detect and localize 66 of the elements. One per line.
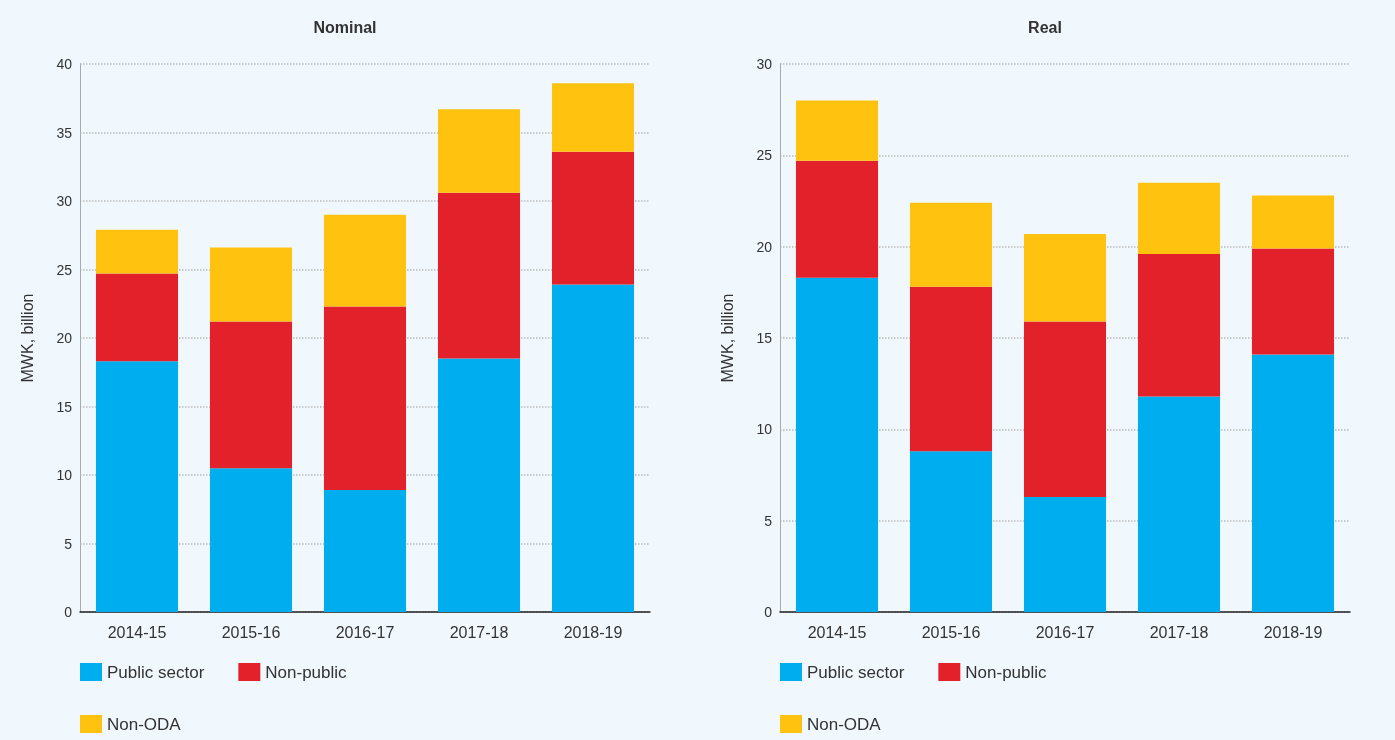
bar bbox=[795, 277, 879, 612]
x-tick-label: 2014-15 bbox=[107, 623, 167, 641]
bar bbox=[437, 358, 521, 612]
bar bbox=[551, 151, 635, 285]
bar bbox=[1023, 321, 1107, 497]
legend-label: Non-ODA bbox=[107, 714, 182, 734]
bar bbox=[1023, 233, 1107, 322]
x-tick-label: 2016-17 bbox=[1035, 623, 1095, 641]
y-tick-label: 25 bbox=[56, 261, 73, 278]
bar bbox=[437, 192, 521, 359]
y-tick-label: 5 bbox=[764, 512, 773, 529]
bar bbox=[323, 306, 407, 491]
bar bbox=[95, 361, 179, 612]
y-tick-label: 15 bbox=[56, 398, 73, 415]
x-tick-label: 2018-19 bbox=[563, 623, 623, 641]
legend-label: Public sector bbox=[107, 662, 205, 682]
x-tick-label: 2015-16 bbox=[921, 623, 981, 641]
bar bbox=[1137, 182, 1221, 254]
y-tick-label: 0 bbox=[64, 604, 73, 620]
bar bbox=[323, 214, 407, 307]
x-tick-label: 2014-15 bbox=[807, 623, 867, 641]
bar bbox=[95, 229, 179, 274]
legend-label: Non-ODA bbox=[807, 714, 882, 734]
y-tick-label: 15 bbox=[756, 330, 773, 346]
chart-title: Nominal bbox=[313, 18, 377, 36]
y-axis-title: MWK, billion bbox=[18, 293, 36, 383]
bar bbox=[209, 468, 293, 612]
y-tick-label: 40 bbox=[56, 56, 73, 72]
x-tick-label: 2016-17 bbox=[335, 623, 395, 641]
bar bbox=[551, 83, 635, 152]
bar bbox=[795, 100, 879, 161]
y-tick-label: 20 bbox=[756, 238, 773, 255]
bar bbox=[1023, 496, 1107, 612]
y-tick-label: 20 bbox=[56, 330, 73, 346]
x-tick-label: 2018-19 bbox=[1263, 623, 1323, 641]
bar bbox=[909, 451, 993, 612]
y-tick-label: 35 bbox=[56, 124, 73, 141]
legend-label: Public sector bbox=[807, 662, 905, 682]
y-tick-label: 30 bbox=[56, 193, 73, 209]
bar bbox=[1251, 195, 1335, 249]
x-tick-label: 2017-18 bbox=[1149, 623, 1209, 641]
bar bbox=[95, 273, 179, 362]
bar bbox=[795, 160, 879, 278]
bar bbox=[209, 247, 293, 322]
legend-label: Non-public bbox=[265, 662, 348, 682]
y-tick-label: 10 bbox=[756, 421, 773, 438]
legend-label: Non-public bbox=[965, 662, 1048, 682]
bar bbox=[1251, 354, 1335, 612]
bar bbox=[909, 202, 993, 287]
bar bbox=[909, 286, 993, 452]
y-tick-label: 5 bbox=[64, 535, 73, 552]
bar bbox=[209, 321, 293, 469]
bar bbox=[1137, 396, 1221, 612]
y-tick-label: 30 bbox=[756, 56, 773, 72]
bar bbox=[1251, 248, 1335, 355]
y-axis-title: MWK, billion bbox=[718, 293, 736, 383]
chart-title: Real bbox=[1028, 18, 1062, 36]
bar bbox=[323, 490, 407, 612]
y-tick-label: 10 bbox=[56, 467, 73, 483]
x-tick-label: 2015-16 bbox=[221, 623, 281, 641]
x-tick-label: 2017-18 bbox=[449, 623, 509, 641]
y-tick-label: 25 bbox=[756, 147, 773, 164]
bar bbox=[437, 109, 521, 193]
bar bbox=[1137, 253, 1221, 397]
y-tick-label: 0 bbox=[764, 604, 773, 620]
bar bbox=[551, 284, 635, 612]
